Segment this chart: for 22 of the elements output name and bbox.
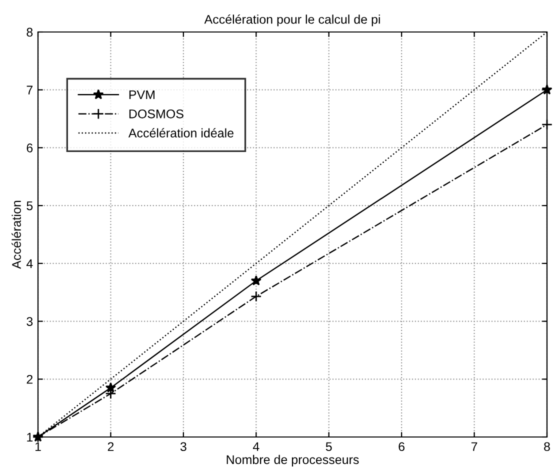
y-tick-label: 2 bbox=[26, 374, 33, 384]
x-tick-label: 1 bbox=[35, 442, 41, 451]
chart-title: Accélération pour le calcul de pi bbox=[204, 14, 380, 26]
y-axis-title: Accélération bbox=[12, 200, 21, 269]
y-tick-label: 4 bbox=[26, 259, 33, 268]
y-tick-label: 3 bbox=[26, 317, 33, 326]
x-axis-title: Nombre de processeurs bbox=[226, 454, 359, 467]
y-tick-label: 7 bbox=[26, 86, 33, 94]
legend-label: DOSMOS bbox=[129, 109, 184, 118]
x-tick-label: 3 bbox=[180, 442, 186, 452]
x-tick-label: 6 bbox=[398, 442, 404, 452]
x-tick-label: 7 bbox=[471, 442, 478, 451]
y-tick-label: 1 bbox=[27, 432, 33, 442]
x-tick-label: 8 bbox=[544, 442, 550, 452]
legend-label: PVM bbox=[129, 90, 154, 100]
x-tick-label: 2 bbox=[108, 442, 114, 451]
y-tick-label: 8 bbox=[26, 28, 33, 37]
y-tick-label: 6 bbox=[26, 144, 33, 152]
legend-label: Accélération idéale bbox=[128, 128, 234, 138]
y-tick-label: 5 bbox=[26, 202, 33, 210]
x-tick-label: 5 bbox=[326, 442, 332, 452]
x-tick-label: 4 bbox=[252, 442, 260, 451]
